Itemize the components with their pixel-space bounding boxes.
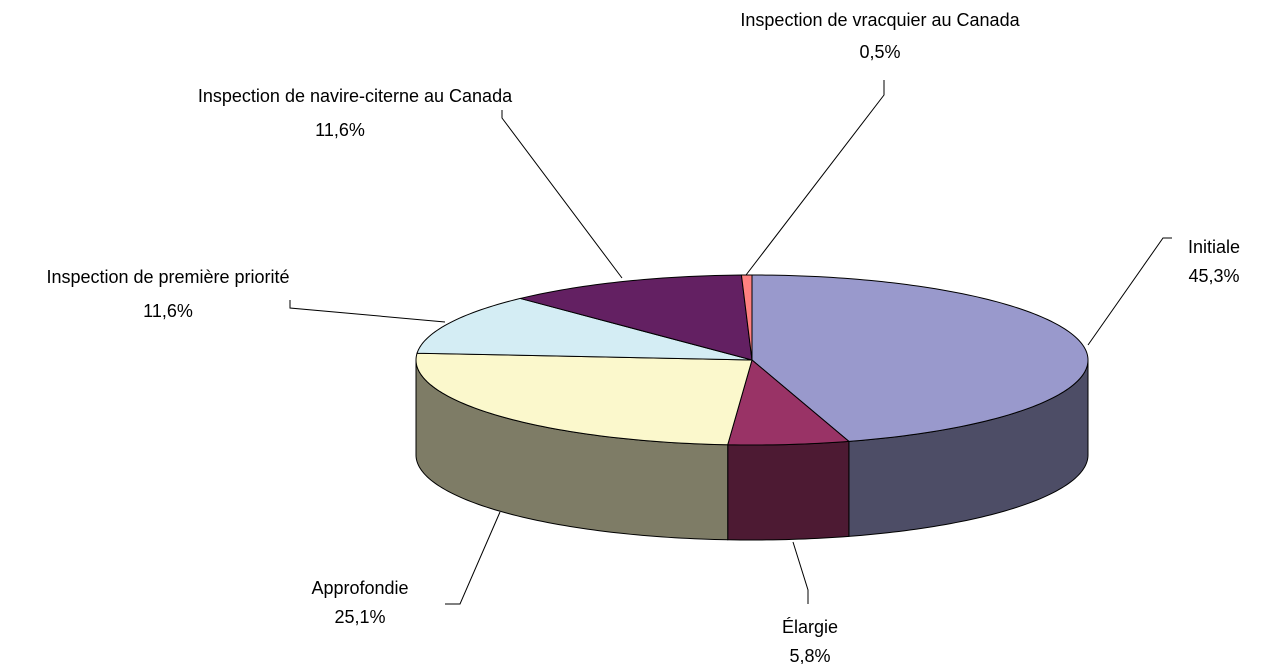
leader-line [792,541,809,604]
slice-value-label: 45,3% [1188,266,1239,286]
slice-value-label: 5,8% [789,646,830,664]
pie-slice [415,352,753,446]
slice-value-label: 11,6% [143,301,193,321]
slice-value-label: 11,6% [315,120,365,140]
slice-value-label: 25,1% [334,607,385,627]
slice-label: Inspection de vracquier au Canada [740,10,1020,30]
leader-line [445,511,501,605]
slice-label: Approfondie [311,578,408,598]
slice-label: Inspection de première priorité [46,267,289,287]
leader-line [745,80,885,276]
slice-label: Initiale [1188,237,1240,257]
pie-slice [740,274,753,361]
pie-slice [520,274,753,361]
leader-line [501,110,623,279]
pie-slice-side [727,440,850,541]
pie-slice [416,297,753,361]
pie-slice [751,274,1089,442]
pie-slice [727,359,851,446]
slice-value-label: 0,5% [859,42,900,62]
slice-label: Élargie [782,617,838,637]
leader-line [1087,237,1172,346]
leader-line [289,300,446,323]
slice-label: Inspection de navire-citerne au Canada [198,86,513,106]
